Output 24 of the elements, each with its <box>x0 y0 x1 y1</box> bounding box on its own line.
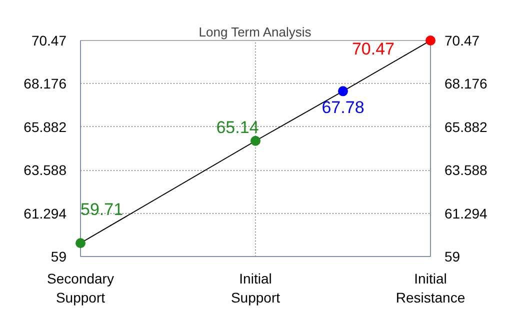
y-tick-label: 59 <box>50 248 67 264</box>
y-tick-label: 70.47 <box>31 32 67 48</box>
y-tick-label: 63.588 <box>24 162 67 178</box>
y2-tick-label: 59 <box>444 248 460 264</box>
data-label: 70.47 <box>352 40 395 58</box>
y2-tick-label: 70.47 <box>444 32 480 48</box>
y-tick-label: 68.176 <box>24 76 67 92</box>
point <box>250 136 260 146</box>
y2-tick-label: 65.882 <box>444 118 488 135</box>
data-label: 65.14 <box>216 118 259 137</box>
x-tick-label: Initial Support <box>230 270 280 306</box>
data-label: 67.78 <box>322 98 364 118</box>
x-tick-label: Secondary Support <box>47 270 114 306</box>
y2-tick-label: 68.176 <box>444 76 488 92</box>
data-label: 59.71 <box>80 200 124 220</box>
y2-tick-label: 63.588 <box>444 162 488 178</box>
point <box>426 36 436 46</box>
point <box>338 86 348 96</box>
y2-tick-label: 61.294 <box>444 205 488 222</box>
y-tick-label: 61.294 <box>24 205 67 222</box>
chart-title: Long Term Analysis <box>198 24 312 40</box>
y-tick-label: 65.882 <box>24 118 67 135</box>
point <box>76 238 86 248</box>
x-tick-label: Initial Resistance <box>396 270 466 306</box>
